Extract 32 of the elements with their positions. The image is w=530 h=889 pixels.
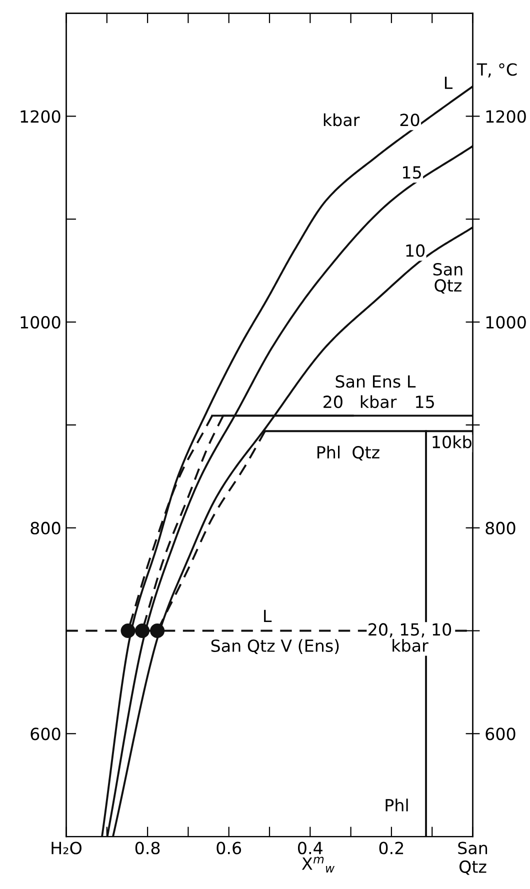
x-tick-label: 0.2 [379,842,404,854]
y2-tick-label: 600 [486,728,516,740]
y-tick-label: 600 [30,728,60,740]
x-tick-label: 0.6 [216,842,242,854]
x-tick-label: 0.8 [135,842,160,854]
annotation: San Qtz V (Ens) [211,639,339,654]
annotation: 10kb [432,435,472,448]
y-tick-label: 800 [30,522,60,534]
annotation: 10 [406,244,425,257]
annotation: L [264,610,272,622]
y2-tick-label: 1000 [486,316,526,329]
annotation: Phl [386,798,408,812]
x-axis-title: X$^{m}$$_{w}$ [302,856,335,872]
annotation: 15 [416,396,434,408]
annotation: 20 [400,114,420,126]
annotation: 20, 15, 10 kbar [368,623,452,652]
y2-tick-label: 800 [486,522,516,534]
x-tick-label: H₂O [52,842,82,854]
y2-axis-title: T, °C [476,63,517,78]
annotation: kbar [324,113,360,126]
x-tick-label: San Qtz [458,842,488,875]
y-tick-label: 1200 [20,110,60,123]
annotation: 20 [324,396,342,408]
annotation: San Ens L [336,375,416,388]
annotation: L [444,76,453,89]
annotation: San Qtz [433,262,462,294]
annotation: kbar [360,395,397,408]
annotation: 15 [403,166,421,179]
y2-tick-label: 1200 [486,110,526,123]
x-tick-label: 0.4 [298,842,322,854]
annotation: Phl Qtz [317,446,380,460]
y-tick-label: 1000 [20,316,60,329]
